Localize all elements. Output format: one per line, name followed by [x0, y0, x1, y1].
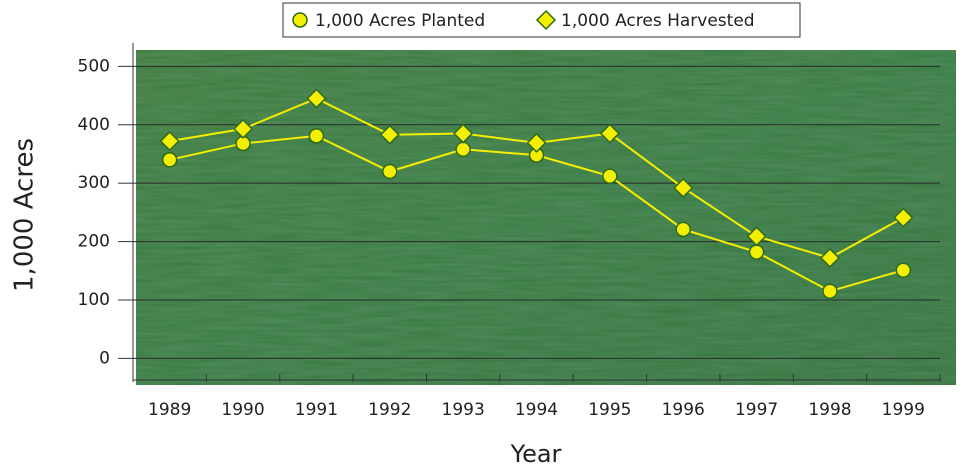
- data-point: [382, 163, 398, 180]
- x-tick-label: 1992: [368, 400, 411, 420]
- x-tick-label: 1991: [295, 400, 338, 420]
- x-tick-label: 1997: [735, 400, 778, 420]
- data-point: [895, 262, 912, 278]
- x-tick-label: 1999: [882, 400, 925, 420]
- y-tick-label: 500: [78, 56, 110, 76]
- x-tick-label: 1990: [221, 400, 264, 420]
- x-tick-label: 1996: [662, 400, 705, 420]
- x-tick-label: 1993: [442, 400, 485, 420]
- data-point: [161, 152, 178, 168]
- y-tick-label: 200: [78, 232, 110, 252]
- y-axis-title: 1,000 Acres: [10, 138, 40, 292]
- data-point: [599, 123, 620, 144]
- data-point: [308, 128, 325, 144]
- data-point: [819, 247, 841, 268]
- data-point: [746, 226, 767, 247]
- x-tick-label: 1994: [515, 400, 558, 420]
- data-point: [455, 141, 471, 158]
- y-tick-label: 300: [78, 173, 110, 193]
- data-point: [526, 132, 547, 153]
- data-point: [232, 118, 254, 139]
- data-point: [159, 131, 180, 152]
- legend-label: 1,000 Acres Planted: [315, 11, 485, 31]
- data-point: [673, 177, 694, 198]
- legend-marker: [292, 12, 308, 28]
- y-tick-label: 0: [99, 348, 110, 368]
- data-point: [306, 88, 327, 109]
- data-point: [453, 123, 474, 144]
- x-tick-label: 1998: [808, 400, 851, 420]
- data-point: [748, 244, 765, 260]
- x-axis-title: Year: [510, 440, 562, 468]
- y-tick-label: 100: [78, 290, 110, 310]
- legend-marker: [535, 9, 557, 31]
- x-tick-label: 1995: [588, 400, 631, 420]
- y-tick-label: 400: [78, 115, 110, 135]
- data-point: [675, 221, 691, 238]
- data-point: [602, 168, 618, 184]
- data-point: [822, 283, 838, 299]
- x-tick-label: 1989: [148, 400, 191, 420]
- data-point: [379, 124, 400, 145]
- data-point: [893, 207, 914, 228]
- legend-label: 1,000 Acres Harvested: [561, 11, 755, 31]
- plot-texture: [136, 50, 956, 385]
